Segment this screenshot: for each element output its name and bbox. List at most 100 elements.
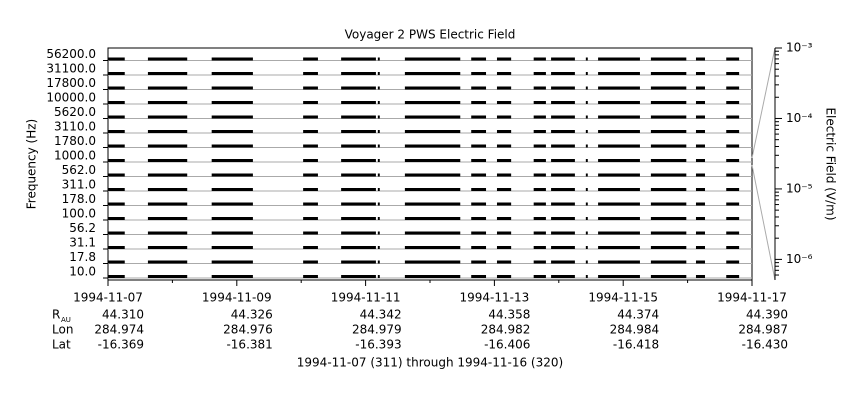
data-strip [598,246,640,249]
data-strip [108,72,125,75]
data-strip [585,144,588,148]
data-strip [341,275,376,278]
data-strip [533,246,546,249]
data-strip [147,188,188,191]
ephemeris-value: 44.358 [488,308,530,322]
data-strip [404,188,461,191]
data-strip [650,246,687,249]
ephemeris-value: -16.418 [613,338,659,352]
data-strip [726,130,740,133]
data-strip [533,173,546,177]
data-strip [471,217,487,220]
data-strip [404,173,461,177]
data-strip [533,217,546,220]
data-strip [496,144,512,148]
y2-tick-label: 10⁻⁶ [786,252,813,266]
data-strip [211,144,253,148]
x-tick-label: 1994-11-11 [331,291,401,305]
data-strip [496,86,512,90]
data-strip [598,188,640,191]
data-strip [377,246,380,249]
data-strip [726,188,740,191]
data-strip [585,260,588,264]
x-tick-label: 1994-11-07 [73,291,143,305]
data-strip [598,101,640,104]
data-strip [726,159,740,162]
data-strip [377,217,380,220]
data-strip [585,159,588,162]
data-strip [650,101,687,104]
chart-title: Voyager 2 PWS Electric Field [345,28,516,42]
data-strip [377,173,380,177]
ephemeris-value: 284.979 [352,323,402,337]
data-strip [108,275,125,278]
ephemeris-label: R [52,308,60,322]
data-strip [695,173,705,177]
data-strip [726,217,740,220]
data-strip [650,260,687,264]
data-strip [404,72,461,75]
data-strip [404,86,461,90]
data-strip [650,217,687,220]
channel-label: 5620.0 [54,105,96,119]
data-strip [303,246,318,249]
data-strip [303,86,318,90]
data-strip [695,86,705,90]
data-strip [471,159,487,162]
data-strip [551,173,575,177]
ephemeris-value: -16.406 [484,338,530,352]
data-strip [471,188,487,191]
channel-label: 1780.0 [54,134,96,148]
data-strip [551,101,575,104]
data-strip [211,130,253,133]
data-strip [341,188,376,191]
data-strip [650,144,687,148]
channel-label: 100.0 [62,207,96,221]
data-strip [147,202,188,206]
data-strip [211,159,253,162]
data-strip [404,130,461,133]
data-strip [695,57,705,61]
data-strip [147,86,188,90]
data-strip [695,260,705,264]
ephemeris-value: 284.982 [481,323,531,337]
data-strip [147,72,188,75]
colorbar-connector [751,164,776,281]
data-strip [598,72,640,75]
ephemeris-value: -16.381 [226,338,272,352]
y2-tick-label: 10⁻⁴ [786,111,813,125]
data-strip [471,202,487,206]
ephemeris-value: -16.393 [355,338,401,352]
data-strip [303,115,318,119]
data-strip [108,159,125,162]
data-strip [726,246,740,249]
data-strip [211,275,253,278]
data-strip [551,86,575,90]
ephemeris-value: 44.310 [102,308,144,322]
data-strip [533,231,546,235]
data-strip [211,217,253,220]
data-strip [695,101,705,104]
data-strip [471,173,487,177]
data-strip [211,101,253,104]
data-strip [303,72,318,75]
data-strip [377,231,380,235]
channel-label: 17800.0 [46,76,96,90]
data-strip [585,173,588,177]
data-strip [695,188,705,191]
data-strip [695,275,705,278]
data-strip [650,130,687,133]
y2-tick-label: 10⁻⁵ [786,181,813,195]
data-strip [404,275,461,278]
ephemeris-value: -16.369 [98,338,144,352]
data-strip [726,86,740,90]
data-strip [404,144,461,148]
data-strip [650,202,687,206]
data-strip [108,260,125,264]
data-strip [303,101,318,104]
data-strip [147,115,188,119]
x-tick-label: 1994-11-13 [460,291,530,305]
channel-label: 10000.0 [46,91,96,105]
data-strip [303,144,318,148]
